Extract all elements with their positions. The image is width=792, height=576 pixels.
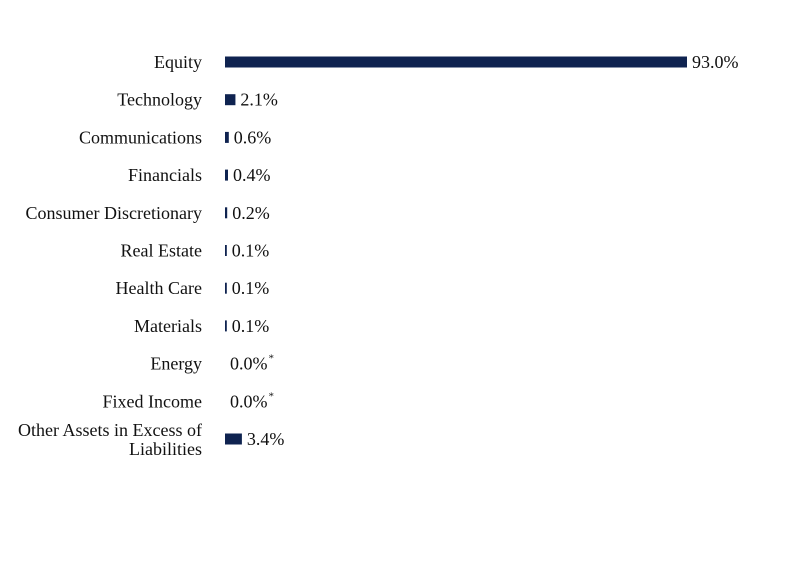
value-label: 0.0% [230, 391, 268, 411]
chart-rows: Equity 93.0% Technology 2.1% Communications 0… [18, 52, 738, 459]
category-label: Communications [79, 127, 202, 147]
bar [225, 56, 687, 68]
value-label: 93.0% [692, 52, 739, 72]
category-label: Real Estate [121, 241, 202, 261]
category-label: Energy [150, 354, 202, 374]
value-label: 0.1% [232, 316, 269, 336]
bar [225, 282, 227, 294]
category-label: Equity [154, 52, 202, 72]
value-label: 2.1% [240, 90, 278, 110]
bar [225, 245, 227, 256]
value-label: 0.0% [230, 354, 268, 374]
category-label: Fixed Income [103, 391, 202, 411]
value-label: 0.1% [232, 278, 269, 298]
value-label: 0.1% [232, 241, 269, 261]
category-label: Materials [134, 316, 202, 336]
category-label: Other Assets in Excess of Liabilities [18, 420, 202, 459]
value-label: 0.6% [234, 127, 271, 147]
bar [225, 320, 227, 332]
bar [225, 207, 228, 219]
footnote-mark: * [269, 390, 275, 402]
bar [225, 169, 228, 181]
bar [225, 94, 236, 106]
category-label: Technology [117, 90, 202, 110]
category-label: Consumer Discretionary [26, 203, 202, 223]
footnote-mark: * [269, 353, 275, 365]
value-label: 0.4% [233, 165, 271, 185]
category-label: Financials [128, 165, 202, 185]
value-label: 0.2% [232, 203, 270, 223]
value-label: 3.4% [247, 429, 285, 449]
bar [225, 131, 229, 143]
category-label: Health Care [116, 278, 202, 298]
bar [225, 433, 242, 445]
